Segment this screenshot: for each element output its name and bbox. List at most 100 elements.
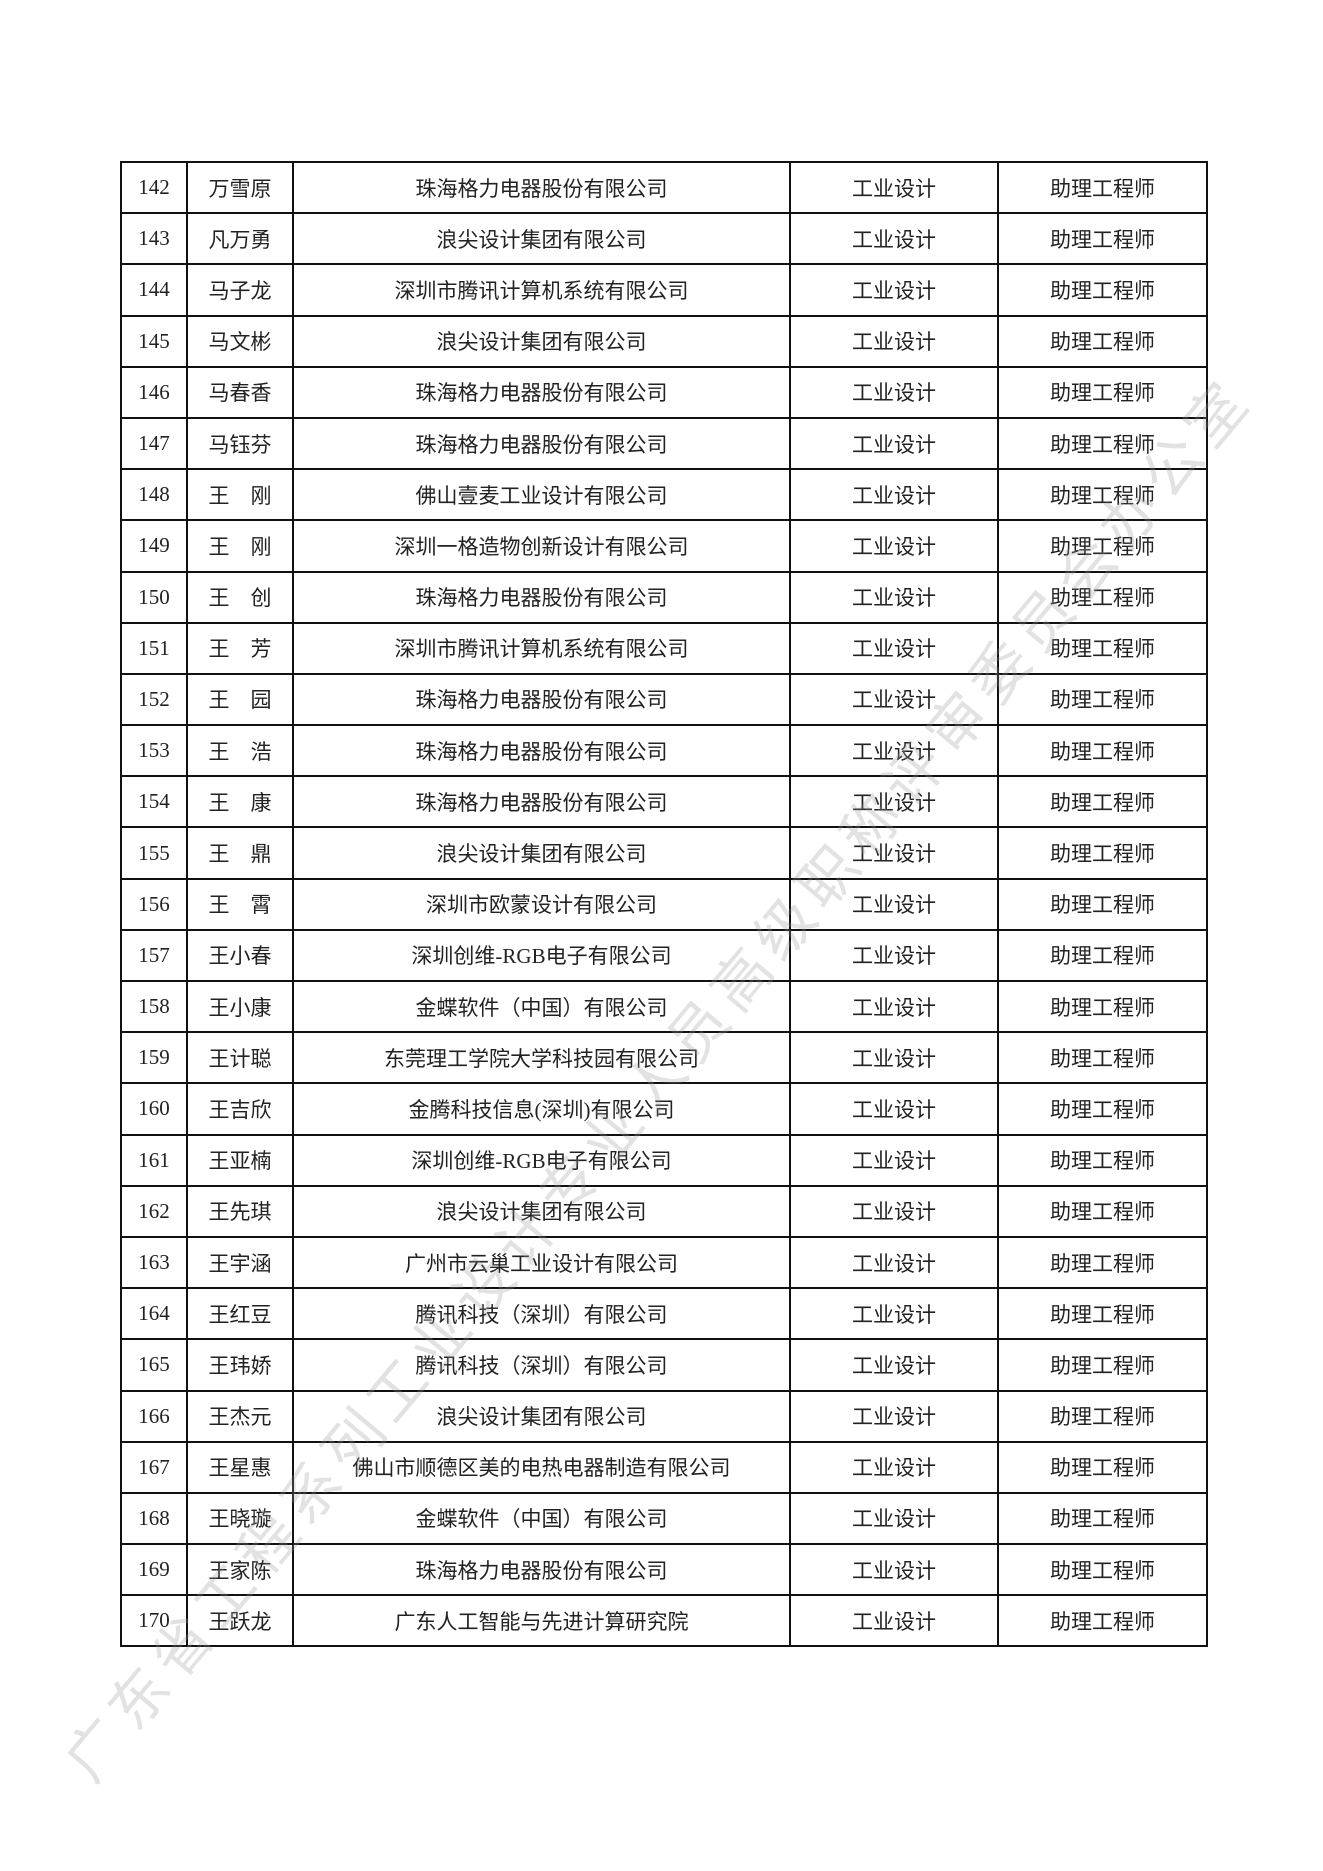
table-row: 145 马文彬 浪尖设计集团有限公司 工业设计 助理工程师 [120,314,1208,368]
cell-company: 深圳市腾讯计算机系统有限公司 [292,263,791,317]
cell-field: 工业设计 [789,1338,999,1392]
cell-field: 工业设计 [789,1235,999,1290]
cell-no: 154 [120,775,188,829]
cell-no: 162 [120,1184,188,1238]
cell-name: 王玮娇 [186,1338,294,1392]
cell-field: 工业设计 [789,1491,999,1546]
table-row: 166 王杰元 浪尖设计集团有限公司 工业设计 助理工程师 [120,1389,1208,1443]
cell-field: 工业设计 [789,519,999,573]
table-row: 155 王 鼎浪尖设计集团有限公司 工业设计 助理工程师 [120,826,1208,880]
cell-field: 工业设计 [789,570,999,624]
cell-title: 助理工程师 [997,416,1208,471]
cell-title: 助理工程师 [997,570,1208,624]
cell-no: 170 [120,1594,188,1648]
cell-no: 151 [120,621,188,675]
table-body: 142 万雪原 珠海格力电器股份有限公司 工业设计 助理工程师 143 凡万勇 浪尖设计集团有… [120,160,1208,1648]
cell-title: 助理工程师 [997,314,1208,368]
cell-company: 金蝶软件（中国）有限公司 [292,1491,791,1546]
cell-company: 深圳一格造物创新设计有限公司 [292,519,791,573]
cell-company: 广州市云巢工业设计有限公司 [292,1235,791,1290]
cell-company: 浪尖设计集团有限公司 [292,1184,791,1238]
cell-title: 助理工程师 [997,1031,1208,1085]
cell-name: 王晓璇 [186,1491,294,1546]
cell-company: 腾讯科技（深圳）有限公司 [292,1287,791,1341]
cell-no: 164 [120,1287,188,1341]
cell-no: 144 [120,263,188,317]
cell-title: 助理工程师 [997,1338,1208,1392]
cell-field: 工业设计 [789,1543,999,1597]
cell-field: 工业设计 [789,1031,999,1085]
cell-no: 158 [120,979,188,1034]
table-row: 146 马春香 珠海格力电器股份有限公司 工业设计 助理工程师 [120,365,1208,419]
cell-company: 腾讯科技（深圳）有限公司 [292,1338,791,1392]
cell-no: 167 [120,1440,188,1494]
table-row: 164 王红豆 腾讯科技（深圳）有限公司 工业设计 助理工程师 [120,1287,1208,1341]
cell-field: 工业设计 [789,877,999,931]
cell-name: 王 刚 [186,519,294,573]
cell-title: 助理工程师 [997,826,1208,880]
table-row: 144 马子龙 深圳市腾讯计算机系统有限公司 工业设计 助理工程师 [120,263,1208,317]
cell-no: 161 [120,1133,188,1187]
cell-title: 助理工程师 [997,1491,1208,1546]
cell-name: 王亚楠 [186,1133,294,1187]
cell-company: 佛山壹麦工业设计有限公司 [292,468,791,522]
table-row: 167 王星惠 佛山市顺德区美的电热电器制造有限公司 工业设计 助理工程师 [120,1440,1208,1494]
cell-company: 浪尖设计集团有限公司 [292,314,791,368]
table-row: 160 王吉欣 金腾科技信息(深圳)有限公司 工业设计 助理工程师 [120,1082,1208,1136]
table-row: 151 王 芳深圳市腾讯计算机系统有限公司 工业设计 助理工程师 [120,621,1208,675]
table-row: 159 王计聪 东莞理工学院大学科技园有限公司 工业设计 助理工程师 [120,1031,1208,1085]
table-row: 163 王宇涵 广州市云巢工业设计有限公司 工业设计 助理工程师 [120,1235,1208,1290]
table-row: 154 王 康珠海格力电器股份有限公司 工业设计 助理工程师 [120,775,1208,829]
cell-name: 王家陈 [186,1543,294,1597]
cell-name: 王 创 [186,570,294,624]
cell-name: 王 刚 [186,468,294,522]
cell-company: 浪尖设计集团有限公司 [292,826,791,880]
cell-title: 助理工程师 [997,724,1208,778]
table-row: 147 马钰芬 珠海格力电器股份有限公司 工业设计 助理工程师 [120,416,1208,471]
cell-name: 王 鼎 [186,826,294,880]
cell-name: 王杰元 [186,1389,294,1443]
table-row: 158 王小康 金蝶软件（中国）有限公司 工业设计 助理工程师 [120,979,1208,1034]
table-row: 143 凡万勇 浪尖设计集团有限公司 工业设计 助理工程师 [120,212,1208,266]
cell-name: 马子龙 [186,263,294,317]
cell-no: 165 [120,1338,188,1392]
cell-company: 浪尖设计集团有限公司 [292,212,791,266]
cell-field: 工业设计 [789,416,999,471]
cell-no: 149 [120,519,188,573]
table-row: 153 王 浩珠海格力电器股份有限公司 工业设计 助理工程师 [120,724,1208,778]
cell-name: 马春香 [186,365,294,419]
cell-no: 153 [120,724,188,778]
cell-field: 工业设计 [789,1082,999,1136]
cell-no: 143 [120,212,188,266]
cell-title: 助理工程师 [997,672,1208,727]
cell-field: 工业设计 [789,672,999,727]
table-row: 149 王 刚深圳一格造物创新设计有限公司 工业设计 助理工程师 [120,519,1208,573]
cell-field: 工业设计 [789,826,999,880]
cell-no: 152 [120,672,188,727]
cell-no: 166 [120,1389,188,1443]
table-row: 148 王 刚佛山壹麦工业设计有限公司 工业设计 助理工程师 [120,468,1208,522]
cell-field: 工业设计 [789,979,999,1034]
table-row: 165 王玮娇 腾讯科技（深圳）有限公司 工业设计 助理工程师 [120,1338,1208,1392]
cell-company: 深圳市腾讯计算机系统有限公司 [292,621,791,675]
cell-company: 珠海格力电器股份有限公司 [292,416,791,471]
cell-name: 王小康 [186,979,294,1034]
cell-field: 工业设计 [789,1184,999,1238]
cell-title: 助理工程师 [997,1594,1208,1648]
cell-company: 广东人工智能与先进计算研究院 [292,1594,791,1648]
cell-name: 王星惠 [186,1440,294,1494]
cell-company: 金蝶软件（中国）有限公司 [292,979,791,1034]
cell-title: 助理工程师 [997,263,1208,317]
cell-field: 工业设计 [789,1287,999,1341]
table-row: 157 王小春 深圳创维-RGB电子有限公司 工业设计 助理工程师 [120,928,1208,983]
cell-title: 助理工程师 [997,928,1208,983]
cell-name: 王宇涵 [186,1235,294,1290]
cell-title: 助理工程师 [997,1287,1208,1341]
cell-title: 助理工程师 [997,621,1208,675]
cell-no: 148 [120,468,188,522]
cell-title: 助理工程师 [997,877,1208,931]
cell-no: 157 [120,928,188,983]
cell-field: 工业设计 [789,775,999,829]
cell-field: 工业设计 [789,1594,999,1648]
cell-no: 159 [120,1031,188,1085]
